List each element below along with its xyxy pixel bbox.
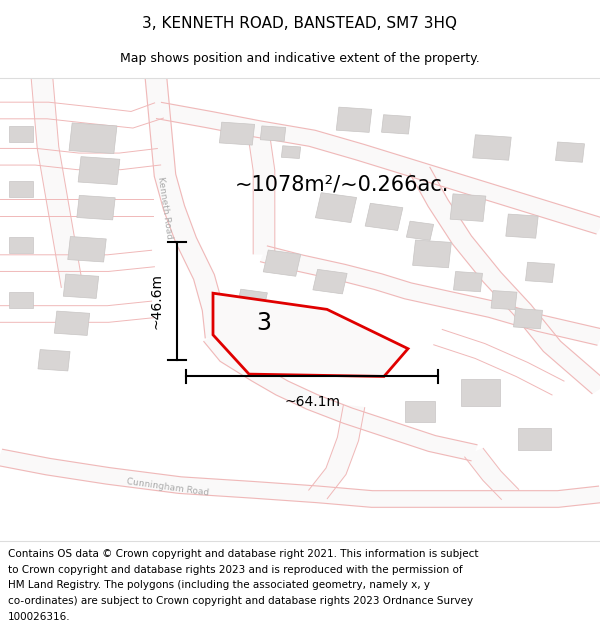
- Bar: [313, 269, 347, 294]
- Bar: [473, 135, 511, 160]
- Text: Map shows position and indicative extent of the property.: Map shows position and indicative extent…: [120, 52, 480, 65]
- Polygon shape: [260, 246, 600, 345]
- Bar: [38, 349, 70, 371]
- Text: 3, KENNETH ROAD, BANSTEAD, SM7 3HQ: 3, KENNETH ROAD, BANSTEAD, SM7 3HQ: [143, 16, 458, 31]
- Polygon shape: [204, 332, 477, 461]
- Polygon shape: [157, 102, 600, 234]
- Bar: [55, 311, 89, 336]
- Bar: [64, 274, 98, 298]
- Bar: [263, 250, 301, 276]
- Text: ~64.1m: ~64.1m: [284, 395, 340, 409]
- Polygon shape: [465, 449, 518, 499]
- Bar: [9, 126, 33, 142]
- Bar: [260, 126, 286, 141]
- Text: 3: 3: [257, 311, 271, 335]
- Text: ~46.6m: ~46.6m: [149, 273, 163, 329]
- Bar: [281, 146, 301, 159]
- Polygon shape: [31, 78, 83, 288]
- Bar: [491, 291, 517, 309]
- Bar: [9, 236, 33, 252]
- Bar: [454, 271, 482, 292]
- Bar: [526, 262, 554, 282]
- Bar: [413, 240, 451, 268]
- Bar: [405, 401, 435, 421]
- Bar: [69, 123, 117, 154]
- Bar: [68, 236, 106, 262]
- Polygon shape: [247, 128, 275, 254]
- Bar: [316, 192, 356, 222]
- Text: 100026316.: 100026316.: [8, 611, 70, 621]
- Polygon shape: [145, 78, 227, 338]
- Bar: [514, 309, 542, 329]
- Bar: [9, 181, 33, 198]
- Text: Cunningham Road: Cunningham Road: [126, 478, 210, 498]
- Text: Contains OS data © Crown copyright and database right 2021. This information is : Contains OS data © Crown copyright and d…: [8, 549, 478, 559]
- Bar: [450, 194, 486, 221]
- Bar: [236, 289, 268, 311]
- Text: Kenneth Road: Kenneth Road: [156, 176, 174, 239]
- Bar: [9, 292, 33, 308]
- Text: co-ordinates) are subject to Crown copyright and database rights 2023 Ordnance S: co-ordinates) are subject to Crown copyr…: [8, 596, 473, 606]
- Bar: [336, 107, 372, 132]
- Bar: [406, 221, 434, 241]
- Bar: [506, 214, 538, 238]
- Polygon shape: [213, 293, 408, 376]
- Bar: [556, 142, 584, 162]
- Text: to Crown copyright and database rights 2023 and is reproduced with the permissio: to Crown copyright and database rights 2…: [8, 564, 463, 574]
- Bar: [78, 157, 120, 184]
- Bar: [461, 379, 499, 406]
- Text: HM Land Registry. The polygons (including the associated geometry, namely x, y: HM Land Registry. The polygons (includin…: [8, 580, 430, 590]
- Bar: [382, 115, 410, 134]
- Polygon shape: [410, 168, 600, 394]
- Polygon shape: [0, 449, 600, 508]
- Bar: [517, 428, 551, 450]
- Text: ~1078m²/~0.266ac.: ~1078m²/~0.266ac.: [235, 174, 449, 194]
- Bar: [365, 203, 403, 231]
- Bar: [77, 196, 115, 220]
- Polygon shape: [309, 406, 365, 499]
- Bar: [220, 122, 254, 145]
